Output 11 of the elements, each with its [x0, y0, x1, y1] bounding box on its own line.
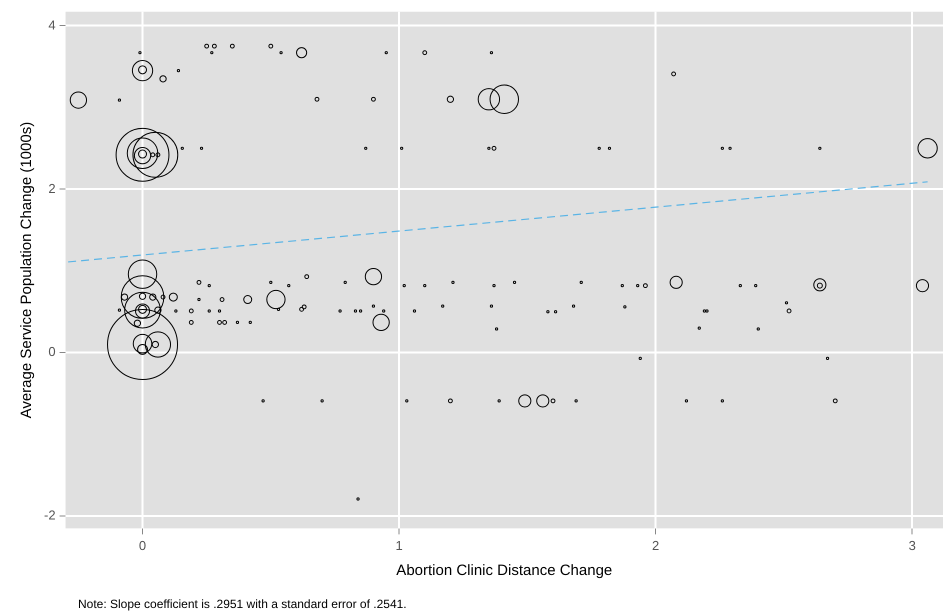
y-tick-label: 2	[48, 180, 56, 196]
x-tick-label: 2	[652, 538, 660, 553]
x-tick-label: 0	[138, 538, 146, 553]
text: Note: Slope coefficient is .2951 with a standard error of .2541.	[78, 597, 407, 611]
x-axis-title: Abortion Clinic Distance Change	[396, 562, 612, 580]
y-tick-label: 4	[48, 17, 56, 32]
y-tick-label: 0	[48, 344, 56, 360]
y-tick-label: -2	[44, 508, 56, 523]
y-axis-title: Average Service Population Change (1000s)	[18, 122, 36, 418]
x-tick-label: 3	[908, 538, 916, 553]
x-tick-label: 1	[395, 538, 403, 553]
